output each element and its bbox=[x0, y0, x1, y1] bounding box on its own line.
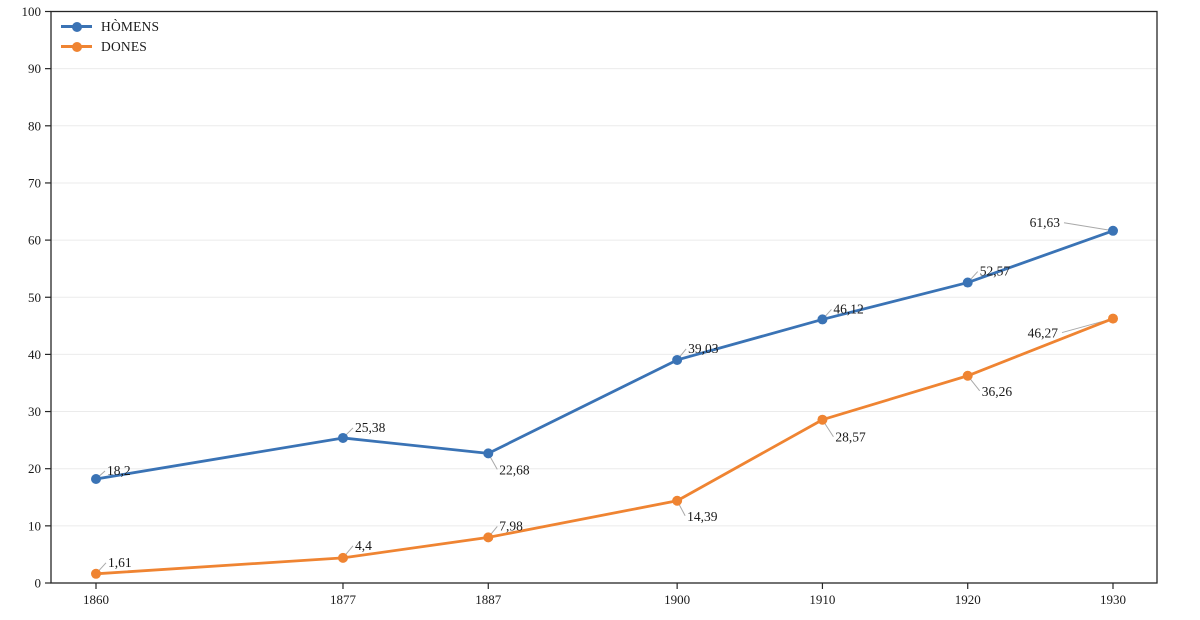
x-tick-label: 1860 bbox=[83, 592, 109, 607]
y-tick-label: 70 bbox=[28, 175, 41, 190]
data-point bbox=[337, 552, 348, 563]
x-tick-label: 1900 bbox=[664, 592, 690, 607]
data-point bbox=[817, 314, 828, 325]
data-label: 14,39 bbox=[687, 509, 718, 524]
data-point bbox=[962, 370, 973, 381]
label-leader-line bbox=[1063, 222, 1114, 232]
legend-marker-dones bbox=[61, 41, 92, 52]
data-label: 52,57 bbox=[980, 264, 1011, 279]
legend-item-homens: HÒMENS bbox=[61, 17, 159, 36]
data-label: 18,2 bbox=[107, 463, 131, 478]
data-label: 36,26 bbox=[982, 384, 1013, 399]
y-tick-label: 90 bbox=[28, 61, 41, 76]
y-tick-label: 10 bbox=[28, 518, 41, 533]
legend-label-dones: DONES bbox=[101, 38, 148, 54]
data-point bbox=[962, 277, 973, 288]
series-line-dones bbox=[94, 317, 1115, 576]
y-tick-label: 0 bbox=[35, 576, 42, 591]
y-tick-label: 60 bbox=[28, 233, 41, 248]
y-tick-label: 20 bbox=[28, 461, 41, 476]
data-label: 61,63 bbox=[1030, 215, 1061, 230]
y-tick-label: 80 bbox=[28, 118, 41, 133]
data-point bbox=[483, 532, 494, 543]
y-tick-label: 50 bbox=[28, 290, 41, 305]
data-point bbox=[817, 414, 828, 425]
data-label: 28,57 bbox=[835, 430, 866, 445]
x-tick-label: 1930 bbox=[1100, 592, 1126, 607]
x-tick-label: 1877 bbox=[330, 592, 357, 607]
legend: HÒMENS DONES bbox=[61, 17, 159, 56]
data-point bbox=[1108, 313, 1118, 324]
data-label: 4,4 bbox=[355, 538, 372, 553]
data-point bbox=[672, 495, 683, 506]
data-point bbox=[91, 568, 101, 579]
data-point bbox=[483, 448, 494, 459]
legend-marker-homens bbox=[61, 21, 92, 32]
data-point bbox=[337, 432, 348, 443]
data-point bbox=[1108, 225, 1118, 236]
data-label: 46,12 bbox=[833, 301, 863, 316]
data-point bbox=[91, 473, 101, 484]
y-tick-label: 100 bbox=[22, 4, 42, 19]
data-label: 46,27 bbox=[1028, 326, 1059, 341]
legend-item-dones: DONES bbox=[61, 37, 159, 56]
y-tick-label: 40 bbox=[28, 347, 41, 362]
data-label: 39,03 bbox=[688, 341, 719, 356]
data-point bbox=[672, 354, 683, 365]
x-tick-label: 1910 bbox=[809, 592, 835, 607]
data-label: 25,38 bbox=[355, 420, 386, 435]
x-tick-label: 1887 bbox=[475, 592, 502, 607]
data-label: 7,98 bbox=[499, 518, 523, 533]
data-label: 1,61 bbox=[108, 555, 132, 570]
y-tick-label: 30 bbox=[28, 404, 41, 419]
legend-label-homens: HÒMENS bbox=[101, 18, 160, 34]
x-tick-label: 1920 bbox=[955, 592, 981, 607]
data-label: 22,68 bbox=[499, 462, 530, 477]
